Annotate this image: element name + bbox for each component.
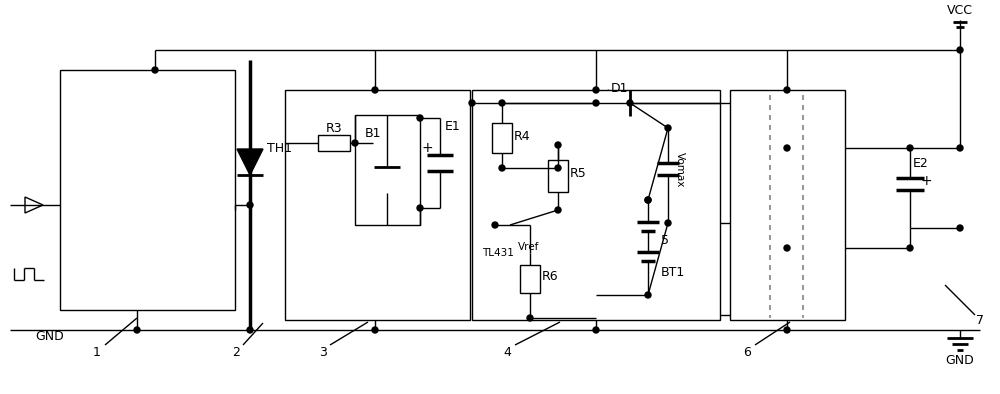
Text: GND: GND	[35, 331, 64, 344]
Circle shape	[247, 327, 253, 333]
Circle shape	[499, 100, 505, 106]
Circle shape	[627, 100, 633, 106]
Bar	[318, 135, 350, 151]
Circle shape	[372, 87, 378, 93]
Polygon shape	[495, 210, 525, 240]
Text: E1: E1	[445, 119, 461, 132]
Bar	[492, 123, 512, 153]
Bar	[472, 90, 720, 320]
Circle shape	[784, 245, 790, 251]
Text: 6: 6	[743, 346, 751, 359]
Circle shape	[593, 327, 599, 333]
Text: Vomax: Vomax	[675, 152, 685, 188]
Bar	[285, 90, 470, 320]
Polygon shape	[608, 90, 630, 116]
Circle shape	[417, 115, 423, 121]
Text: B1: B1	[365, 126, 382, 139]
Text: +: +	[920, 174, 932, 188]
Text: R5: R5	[570, 167, 587, 180]
Circle shape	[372, 327, 378, 333]
Circle shape	[957, 145, 963, 151]
Circle shape	[527, 315, 533, 321]
Text: 3: 3	[319, 346, 327, 359]
Circle shape	[593, 100, 599, 106]
Polygon shape	[237, 149, 263, 175]
Text: R3: R3	[326, 121, 342, 134]
Circle shape	[784, 327, 790, 333]
Circle shape	[907, 245, 913, 251]
Circle shape	[957, 225, 963, 231]
Bar	[520, 265, 540, 293]
Text: R6: R6	[542, 271, 559, 284]
Text: TH1: TH1	[267, 141, 292, 154]
Circle shape	[555, 142, 561, 148]
Circle shape	[134, 327, 140, 333]
Circle shape	[907, 145, 913, 151]
Circle shape	[665, 125, 671, 131]
Text: D1: D1	[610, 82, 628, 95]
Circle shape	[665, 220, 671, 226]
Text: 1: 1	[93, 346, 101, 359]
Circle shape	[555, 165, 561, 171]
Circle shape	[469, 100, 475, 106]
Circle shape	[555, 207, 561, 213]
Circle shape	[152, 67, 158, 73]
Circle shape	[593, 87, 599, 93]
Text: 4: 4	[503, 346, 511, 359]
Text: TL431: TL431	[482, 248, 514, 258]
Bar	[548, 160, 568, 192]
Circle shape	[784, 145, 790, 151]
Text: GND: GND	[946, 353, 974, 366]
Text: BT1: BT1	[661, 266, 685, 279]
Circle shape	[645, 197, 651, 203]
Text: 5: 5	[661, 234, 669, 247]
Circle shape	[499, 165, 505, 171]
Circle shape	[352, 140, 358, 146]
Text: 7: 7	[976, 314, 984, 327]
Text: R4: R4	[514, 130, 531, 143]
Text: +: +	[421, 141, 433, 155]
Bar	[60, 70, 235, 310]
Circle shape	[645, 197, 651, 203]
Circle shape	[417, 205, 423, 211]
Text: Vref: Vref	[518, 242, 539, 252]
Bar	[730, 90, 845, 320]
Circle shape	[492, 222, 498, 228]
Text: VCC: VCC	[947, 4, 973, 17]
Text: 2: 2	[232, 346, 240, 359]
Circle shape	[957, 47, 963, 53]
Circle shape	[247, 202, 253, 208]
Text: E2: E2	[913, 156, 929, 169]
Circle shape	[645, 292, 651, 298]
Bar	[355, 115, 420, 225]
Polygon shape	[374, 167, 400, 193]
Circle shape	[784, 87, 790, 93]
